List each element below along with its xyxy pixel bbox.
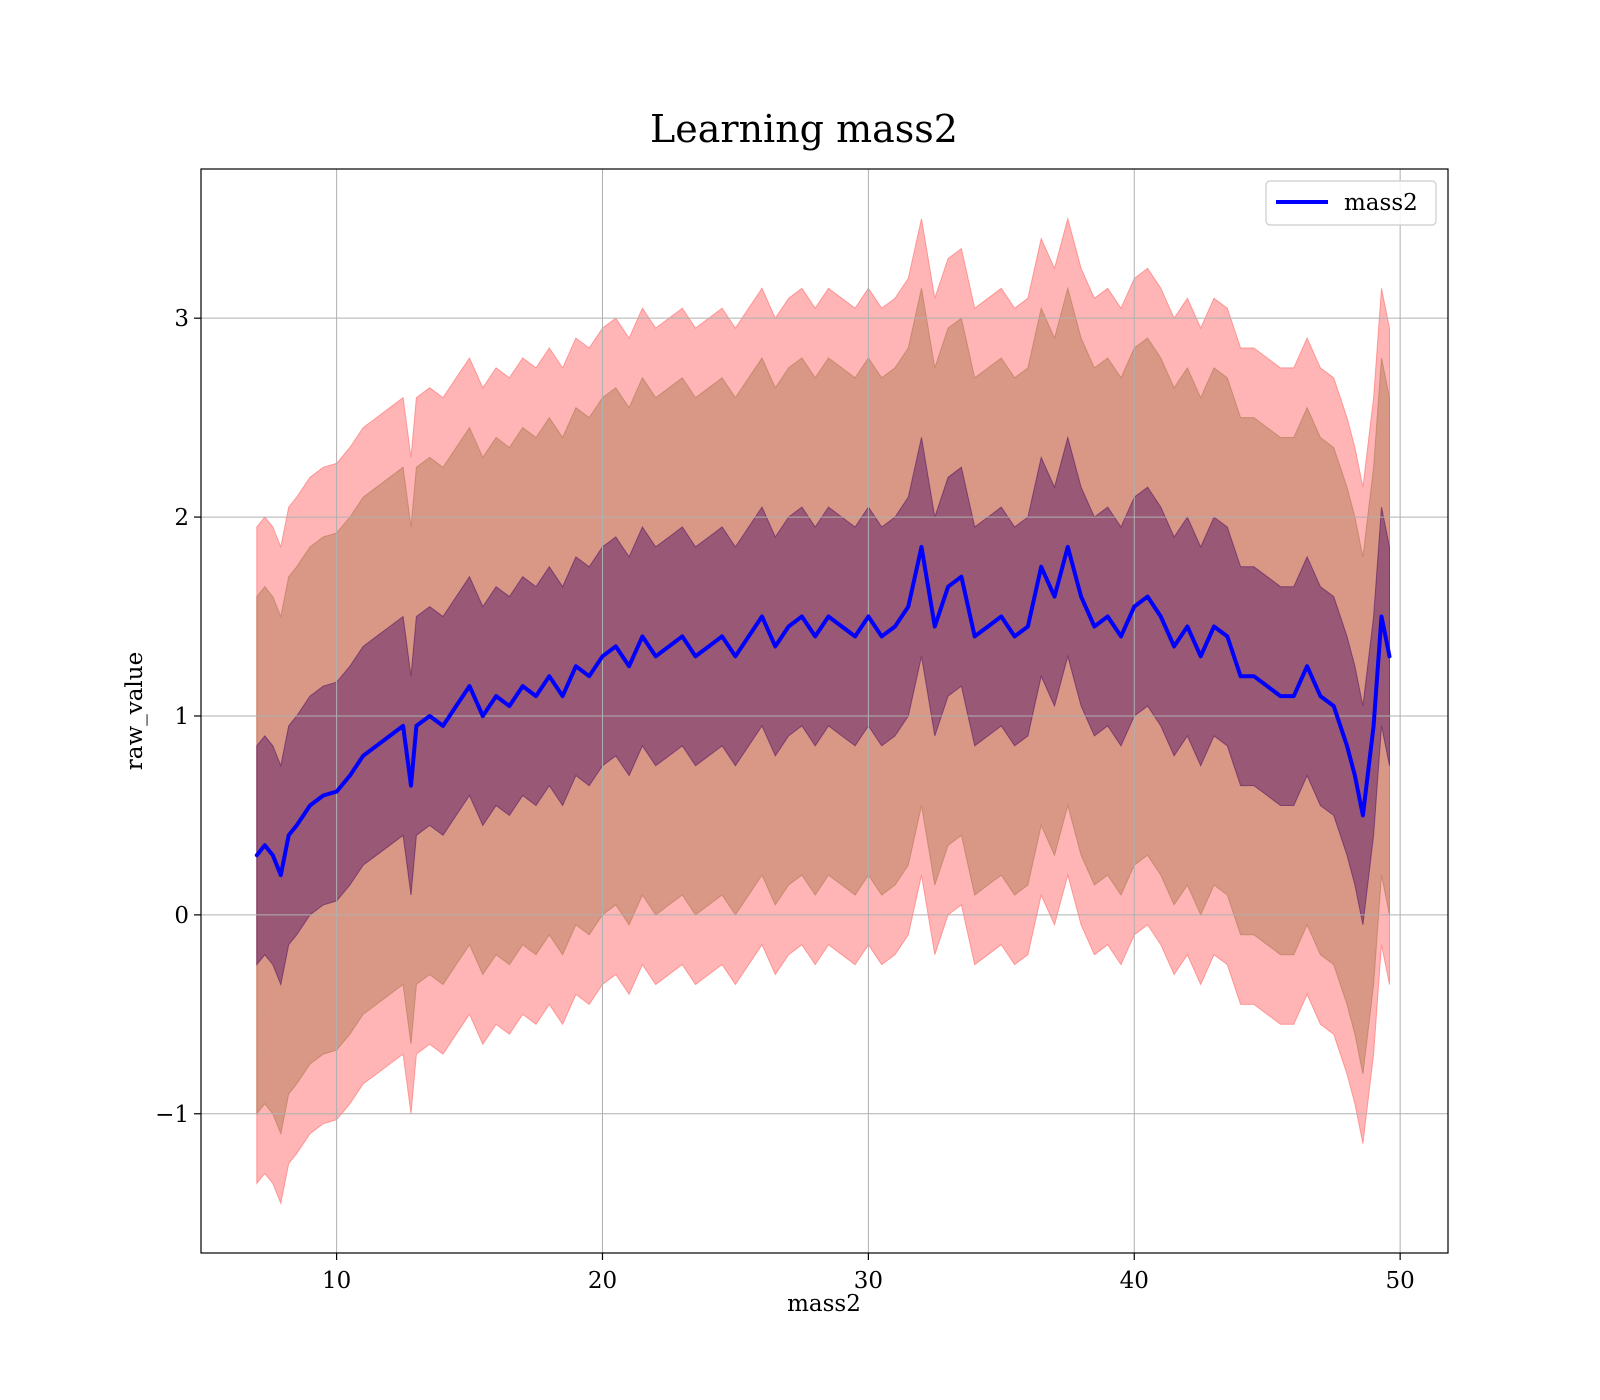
y-axis-ticks: −1 0 1 2 3 xyxy=(155,306,201,1128)
uncertainty-bands xyxy=(256,216,1390,1206)
x-axis-label: mass2 xyxy=(787,1291,861,1317)
legend: mass2 xyxy=(1265,180,1437,226)
y-tick-label-3: 2 xyxy=(174,505,189,531)
band-inner xyxy=(256,435,1390,987)
y-tick-label-0: −1 xyxy=(155,1102,189,1128)
legend-label-mass2: mass2 xyxy=(1344,190,1418,216)
y-tick-label-2: 1 xyxy=(174,704,189,730)
x-tick-label-2: 30 xyxy=(854,1268,883,1294)
y-axis-label: raw_value xyxy=(122,652,148,770)
plot-frame xyxy=(200,168,1449,1254)
x-tick-label-1: 20 xyxy=(588,1268,617,1294)
y-tick-label-1: 0 xyxy=(174,903,189,929)
y-tick-label-4: 3 xyxy=(174,306,189,332)
series-lines xyxy=(254,544,1392,878)
x-tick-label-0: 10 xyxy=(322,1268,351,1294)
grid-lines xyxy=(201,169,1448,1253)
x-tick-label-4: 50 xyxy=(1386,1268,1415,1294)
series-line-mass2 xyxy=(254,544,1392,878)
x-axis-ticks: 10 20 30 40 50 xyxy=(322,1253,1415,1294)
x-tick-label-3: 40 xyxy=(1120,1268,1149,1294)
legend-box xyxy=(1265,180,1437,226)
chart-title: Learning mass2 xyxy=(650,107,958,151)
